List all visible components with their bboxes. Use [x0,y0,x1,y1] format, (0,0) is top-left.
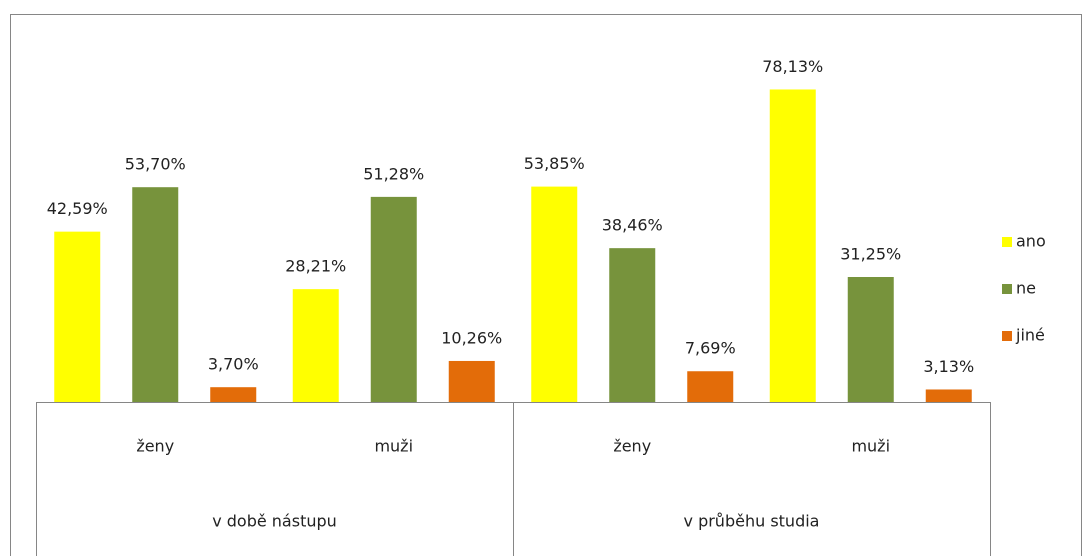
bar [448,360,495,402]
bar [531,186,578,402]
bar [925,389,972,402]
bar [54,231,101,402]
data-label: 38,46% [602,216,663,235]
data-label: 53,85% [524,154,585,173]
legend-swatch [1002,331,1012,341]
data-label: 7,69% [685,339,736,358]
bar [769,89,816,402]
bar [847,277,894,402]
legend-label: ne [1016,279,1036,298]
data-label: 42,59% [47,199,108,218]
bar [370,196,417,402]
legend-label: ano [1016,232,1046,251]
data-label: 28,21% [285,257,346,276]
data-label: 3,13% [923,357,974,376]
bar [687,371,734,402]
bar [292,289,339,402]
legend-swatch [1002,237,1012,247]
data-label: 53,70% [125,155,186,174]
bar [609,248,656,402]
x-tick-label: muži [374,437,413,456]
legend-swatch [1002,284,1012,294]
data-label: 10,26% [441,328,502,347]
legend-label: jiné [1015,326,1045,345]
data-label: 31,25% [840,245,901,264]
bar [210,387,257,402]
data-label: 78,13% [762,57,823,76]
x-tick-label: ženy [613,437,651,456]
bar [132,187,179,402]
data-label: 51,28% [363,164,424,183]
group-label: v době nástupu [212,512,337,531]
x-tick-label: ženy [136,437,174,456]
group-label: v průběhu studia [684,512,820,531]
x-tick-label: muži [851,437,890,456]
data-label: 3,70% [208,355,259,374]
